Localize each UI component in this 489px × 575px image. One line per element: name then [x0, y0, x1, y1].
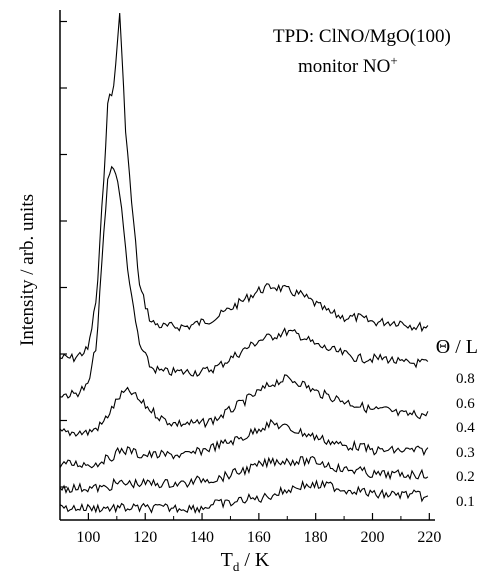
series-trace-0.8 — [59, 12, 429, 363]
legend-label-0.1: 0.1 — [456, 494, 475, 510]
series-traces — [59, 12, 429, 515]
series-trace-0.4 — [59, 374, 429, 437]
legend-title: Θ / L — [436, 336, 478, 358]
legend-label-0.3: 0.3 — [456, 445, 475, 461]
series-trace-0.3 — [59, 418, 429, 469]
legend: 0.8 0.6 0.4 0.3 0.2 0.1 — [456, 371, 475, 510]
legend-label-0.2: 0.2 — [456, 469, 475, 485]
legend-label-0.4: 0.4 — [456, 420, 475, 436]
legend-label-0.6: 0.6 — [456, 396, 475, 412]
y-axis-label: Intensity / arb. units — [17, 194, 38, 346]
x-axis-label: Td / K — [221, 549, 270, 574]
legend-label-0.8: 0.8 — [456, 371, 475, 387]
series-trace-0.2 — [59, 455, 429, 494]
series-trace-0.6 — [59, 165, 429, 399]
x-tick-label: 180 — [304, 529, 328, 546]
x-tick-label: 220 — [417, 529, 441, 546]
chart-subtitle: monitor NO+ — [298, 53, 398, 77]
chart-title: TPD: ClNO/MgO(100) — [273, 26, 451, 47]
x-tick-label: 100 — [76, 529, 100, 546]
x-tick-label: 160 — [247, 529, 271, 546]
x-tick-label: 200 — [361, 529, 385, 546]
series-trace-0.1 — [59, 479, 429, 515]
x-tick-label: 120 — [133, 529, 157, 546]
axis-ticks: 100 120 140 160 180 200 220 — [59, 20, 441, 546]
x-tick-label: 140 — [190, 529, 214, 546]
plot-frame — [59, 10, 435, 521]
